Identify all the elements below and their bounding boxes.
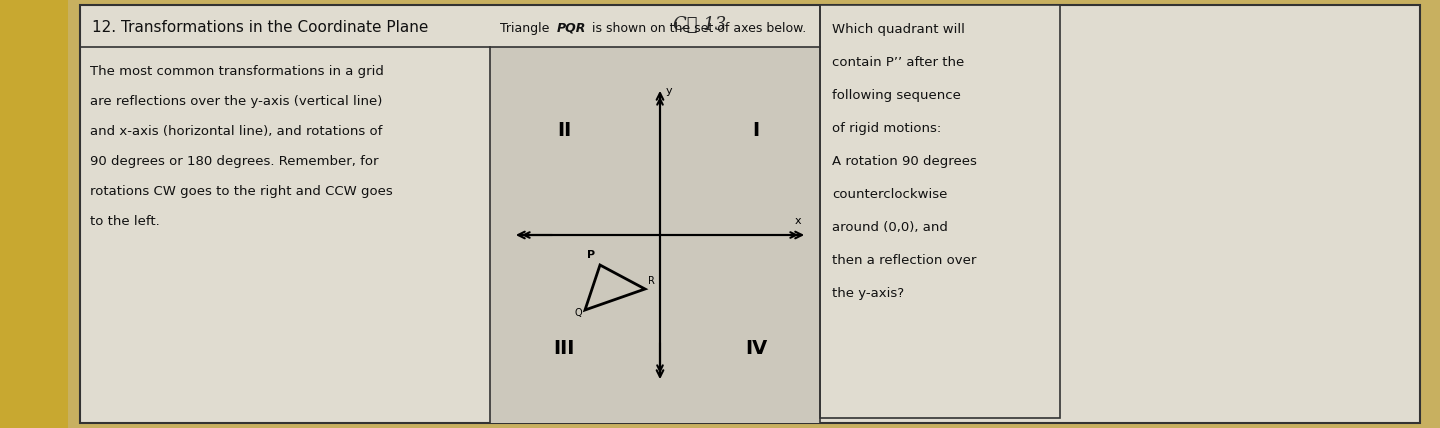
Text: is shown on the set of axes below.: is shown on the set of axes below.: [588, 21, 806, 35]
Text: and x-axis (horizontal line), and rotations of: and x-axis (horizontal line), and rotati…: [89, 125, 383, 138]
Text: following sequence: following sequence: [832, 89, 960, 102]
Text: x: x: [795, 217, 801, 226]
Text: A rotation 90 degrees: A rotation 90 degrees: [832, 155, 976, 168]
Text: 12. Transformations in the Coordinate Plane: 12. Transformations in the Coordinate Pl…: [92, 20, 428, 35]
Text: R: R: [648, 276, 655, 286]
Text: The most common transformations in a grid: The most common transformations in a gri…: [89, 65, 384, 78]
Text: II: II: [557, 121, 572, 140]
Text: I: I: [753, 121, 759, 140]
Text: Which quadrant will: Which quadrant will: [832, 23, 965, 36]
Text: to the left.: to the left.: [89, 215, 160, 228]
Text: C≅ 13: C≅ 13: [674, 16, 727, 34]
Bar: [0, 0, 68, 428]
Bar: [490, 47, 819, 423]
Text: P: P: [588, 250, 596, 259]
Text: rotations CW goes to the right and CCW goes: rotations CW goes to the right and CCW g…: [89, 185, 393, 198]
Text: around (0,0), and: around (0,0), and: [832, 221, 948, 234]
Text: counterclockwise: counterclockwise: [832, 188, 948, 201]
Text: the y-axis?: the y-axis?: [832, 287, 904, 300]
Text: III: III: [553, 339, 575, 359]
Bar: [819, 5, 1060, 418]
Text: contain P’’ after the: contain P’’ after the: [832, 56, 965, 69]
Text: 90 degrees or 180 degrees. Remember, for: 90 degrees or 180 degrees. Remember, for: [89, 155, 379, 168]
Text: PQR: PQR: [557, 21, 586, 35]
Text: of rigid motions:: of rigid motions:: [832, 122, 942, 135]
Text: y: y: [665, 86, 672, 96]
Text: Triangle: Triangle: [500, 21, 553, 35]
Text: IV: IV: [744, 339, 768, 359]
Text: Q: Q: [575, 308, 582, 318]
Text: are reflections over the y-axis (vertical line): are reflections over the y-axis (vertica…: [89, 95, 383, 108]
Text: then a reflection over: then a reflection over: [832, 254, 976, 267]
